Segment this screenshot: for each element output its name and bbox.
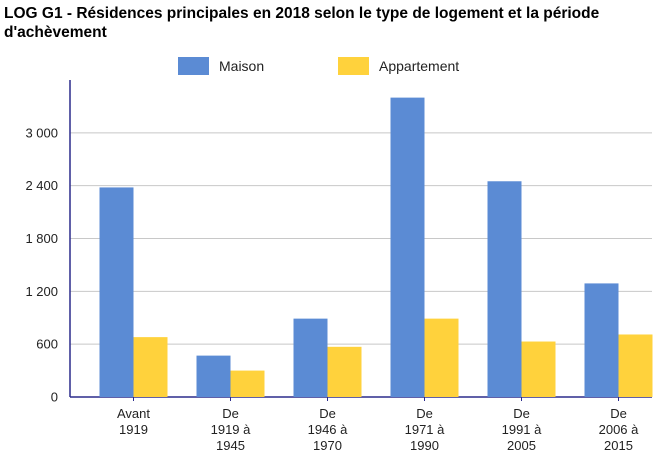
legend-swatch-maison [178, 57, 209, 75]
legend-label-appartement: Appartement [379, 58, 459, 74]
x-tick-label-line: 1991 à [502, 422, 543, 437]
x-tick-label-line: De [319, 406, 336, 421]
bar-maison-1 [196, 355, 231, 397]
bar-maison-3 [390, 97, 425, 397]
x-tick-label-line: 2006 à [599, 422, 640, 437]
x-tick-label-line: 1919 [119, 422, 148, 437]
x-tick-label-line: De [610, 406, 627, 421]
legend-label-maison: Maison [219, 58, 264, 74]
y-tick-label: 1 800 [25, 231, 58, 246]
y-tick-label: 0 [51, 390, 58, 405]
x-tick-label: De 1991 à 2005 [502, 406, 543, 453]
x-tick-label-line: Avant [117, 406, 150, 421]
x-tick-label-line: 2015 [604, 438, 633, 453]
bar-maison-0 [99, 187, 134, 397]
x-tick-label-line: De [222, 406, 239, 421]
x-tick-label: De 1971 à 1990 [405, 406, 446, 453]
y-tick-label: 3 000 [25, 125, 58, 140]
bar-maison-4 [487, 181, 522, 397]
bar-maison-5 [584, 283, 619, 397]
legend-swatch-appartement [338, 57, 369, 75]
x-tick-label-line: 1919 à [211, 422, 252, 437]
bar-appartement-0 [133, 337, 168, 397]
bar-maison-2 [293, 318, 328, 397]
x-tick-label: Avant 1919 [117, 406, 150, 437]
bar-appartement-3 [424, 318, 459, 397]
x-tick-label-line: 2005 [507, 438, 536, 453]
y-tick-label: 1 200 [25, 284, 58, 299]
x-tick-label-line: 1945 [216, 438, 245, 453]
x-tick-label-line: De [416, 406, 433, 421]
x-tick-label-line: 1946 à [308, 422, 349, 437]
x-tick-label-line: De [513, 406, 530, 421]
chart-title: LOG G1 - Résidences principales en 2018 … [4, 5, 600, 41]
x-tick-label: De 2006 à 2015 [599, 406, 640, 453]
bar-appartement-2 [327, 346, 362, 397]
bar-appartement-5 [618, 334, 653, 397]
y-tick-label: 600 [36, 337, 58, 352]
x-tick-label-line: 1970 [313, 438, 342, 453]
x-tick-label: De 1946 à 1970 [308, 406, 349, 453]
bar-appartement-1 [230, 370, 265, 397]
x-tick-label: De 1919 à 1945 [211, 406, 252, 453]
bar-appartement-4 [521, 341, 556, 397]
y-tick-label: 2 400 [25, 178, 58, 193]
x-tick-label-line: 1990 [410, 438, 439, 453]
x-tick-label-line: 1971 à [405, 422, 446, 437]
